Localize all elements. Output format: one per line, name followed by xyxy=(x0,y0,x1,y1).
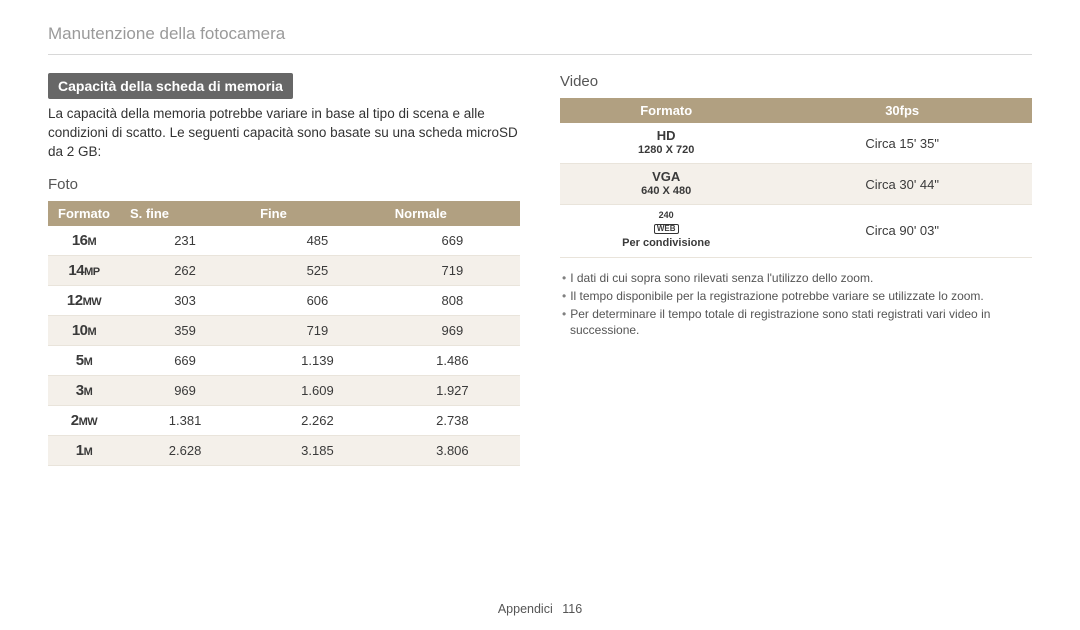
video-notes: I dati di cui sopra sono rilevati senza … xyxy=(560,270,1032,339)
value-cell: 262 xyxy=(120,255,250,285)
col-sfine: S. fine xyxy=(120,201,250,226)
table-row: 14MP262525719 xyxy=(48,255,520,285)
value-cell: 3.185 xyxy=(250,435,385,465)
content-columns: Capacità della scheda di memoria La capa… xyxy=(48,73,1032,466)
value-cell: 1.381 xyxy=(120,405,250,435)
value-cell: 2.738 xyxy=(385,405,520,435)
format-cell: 14MP xyxy=(48,255,120,285)
video-capacity-table: Formato 30fps HD1280 X 720Circa 15' 35"V… xyxy=(560,98,1032,258)
left-column: Capacità della scheda di memoria La capa… xyxy=(48,73,520,466)
value-cell: 719 xyxy=(250,315,385,345)
memory-capacity-heading: Capacità della scheda di memoria xyxy=(48,73,293,99)
note-line: Il tempo disponibile per la registrazion… xyxy=(560,288,1032,304)
format-cell: 5M xyxy=(48,345,120,375)
value-cell: 719 xyxy=(385,255,520,285)
value-cell: 2.628 xyxy=(120,435,250,465)
value-cell: 3.806 xyxy=(385,435,520,465)
table-row: 240WEBPer condivisioneCirca 90' 03" xyxy=(560,205,1032,257)
note-line: I dati di cui sopra sono rilevati senza … xyxy=(560,270,1032,286)
footer-page-number: 116 xyxy=(562,602,582,616)
table-row: HD1280 X 720Circa 15' 35" xyxy=(560,123,1032,164)
value-cell: 1.609 xyxy=(250,375,385,405)
table-row: VGA640 X 480Circa 30' 44" xyxy=(560,164,1032,205)
value-cell: 969 xyxy=(120,375,250,405)
format-cell: VGA640 X 480 xyxy=(560,164,772,205)
format-cell: HD1280 X 720 xyxy=(560,123,772,164)
col-formato: Formato xyxy=(48,201,120,226)
table-header-row: Formato 30fps xyxy=(560,98,1032,123)
value-cell: 669 xyxy=(385,226,520,256)
col-normale: Normale xyxy=(385,201,520,226)
table-row: 12MW303606808 xyxy=(48,285,520,315)
value-cell: 359 xyxy=(120,315,250,345)
format-cell: 16M xyxy=(48,226,120,256)
table-row: 5M6691.1391.486 xyxy=(48,345,520,375)
value-cell: 485 xyxy=(250,226,385,256)
value-cell: 969 xyxy=(385,315,520,345)
col-30fps: 30fps xyxy=(772,98,1032,123)
memory-capacity-intro: La capacità della memoria potrebbe varia… xyxy=(48,105,520,162)
value-cell: 669 xyxy=(120,345,250,375)
format-cell: 3M xyxy=(48,375,120,405)
table-row: 16M231485669 xyxy=(48,226,520,256)
value-cell: 303 xyxy=(120,285,250,315)
col-formato-v: Formato xyxy=(560,98,772,123)
value-cell: 1.927 xyxy=(385,375,520,405)
value-cell: 1.486 xyxy=(385,345,520,375)
value-cell: 525 xyxy=(250,255,385,285)
table-row: 3M9691.6091.927 xyxy=(48,375,520,405)
value-cell: 2.262 xyxy=(250,405,385,435)
value-cell: Circa 15' 35" xyxy=(772,123,1032,164)
footer-section: Appendici xyxy=(498,602,553,616)
value-cell: Circa 90' 03" xyxy=(772,205,1032,257)
video-heading: Video xyxy=(560,73,1032,90)
right-column: Video Formato 30fps HD1280 X 720Circa 15… xyxy=(560,73,1032,466)
value-cell: 606 xyxy=(250,285,385,315)
col-fine: Fine xyxy=(250,201,385,226)
format-cell: 240WEBPer condivisione xyxy=(560,205,772,257)
format-cell: 1M xyxy=(48,435,120,465)
photo-heading: Foto xyxy=(48,176,520,193)
page-title: Manutenzione della fotocamera xyxy=(48,24,1032,55)
value-cell: 808 xyxy=(385,285,520,315)
value-cell: 1.139 xyxy=(250,345,385,375)
note-line: Per determinare il tempo totale di regis… xyxy=(560,306,1032,338)
format-cell: 2MW xyxy=(48,405,120,435)
value-cell: Circa 30' 44" xyxy=(772,164,1032,205)
format-cell: 10M xyxy=(48,315,120,345)
format-cell: 12MW xyxy=(48,285,120,315)
table-row: 1M2.6283.1853.806 xyxy=(48,435,520,465)
page-footer: Appendici 116 xyxy=(0,602,1080,616)
table-row: 10M359719969 xyxy=(48,315,520,345)
value-cell: 231 xyxy=(120,226,250,256)
table-row: 2MW1.3812.2622.738 xyxy=(48,405,520,435)
table-header-row: Formato S. fine Fine Normale xyxy=(48,201,520,226)
photo-capacity-table: Formato S. fine Fine Normale 16M23148566… xyxy=(48,201,520,466)
